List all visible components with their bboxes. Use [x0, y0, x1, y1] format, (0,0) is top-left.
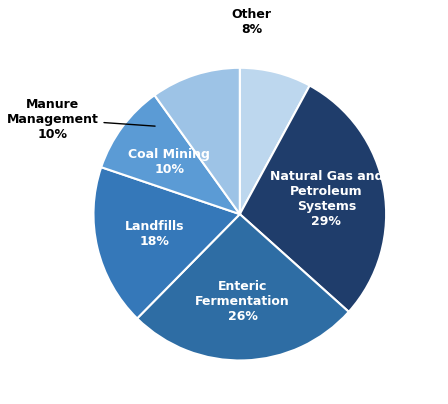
Text: Enteric
Fermentation
26%: Enteric Fermentation 26%	[195, 280, 290, 323]
Text: Coal Mining
10%: Coal Mining 10%	[128, 148, 210, 176]
Text: Landfills
18%: Landfills 18%	[125, 221, 184, 248]
Wedge shape	[137, 214, 349, 360]
Wedge shape	[155, 68, 240, 214]
Wedge shape	[240, 86, 386, 312]
Wedge shape	[94, 167, 240, 318]
Wedge shape	[101, 95, 240, 214]
Text: Manure
Management
10%: Manure Management 10%	[7, 97, 155, 141]
Text: Natural Gas and
Petroleum
Systems
29%: Natural Gas and Petroleum Systems 29%	[270, 170, 383, 228]
Text: Other
8%: Other 8%	[232, 8, 271, 36]
Wedge shape	[240, 68, 310, 214]
